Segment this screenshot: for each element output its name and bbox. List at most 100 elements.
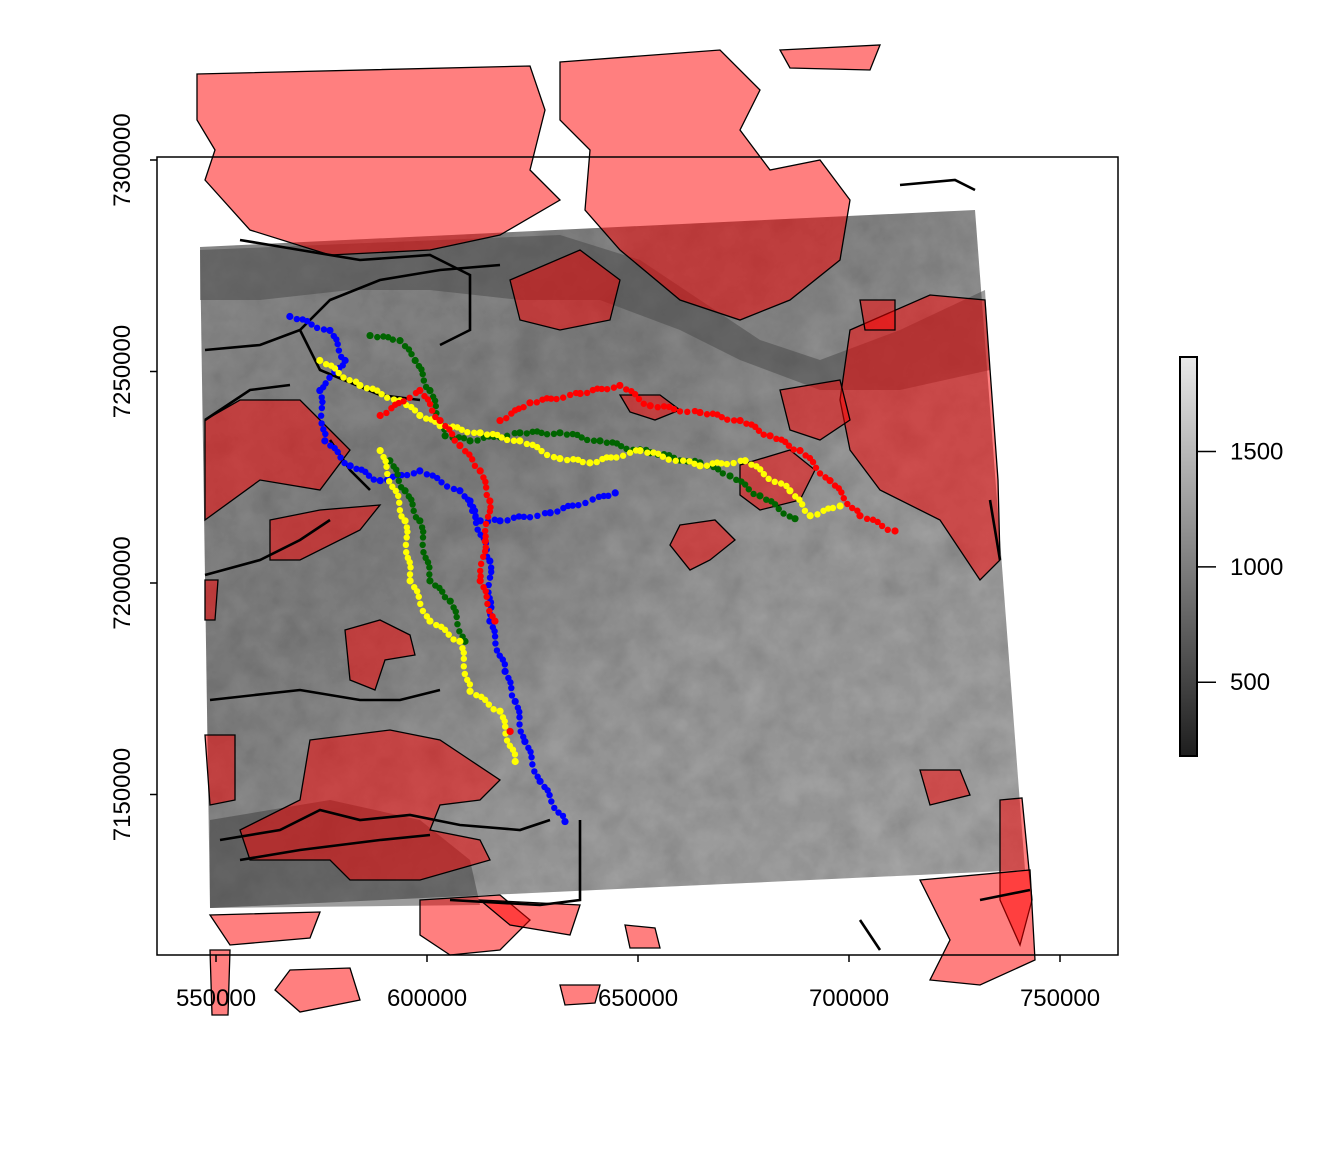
track-point [376,447,384,455]
track-point [596,437,604,445]
track-dot [589,496,596,503]
track-dot [745,486,752,493]
track-point [791,515,799,523]
track-dot [550,453,558,461]
track-dot [555,809,562,816]
track-dot [723,460,731,468]
x-axis: 550000 600000 650000 700000 750000 [176,955,1100,1012]
track-dot [446,426,453,433]
track-dot [473,691,480,699]
track-point [496,416,504,425]
tracks-layer [286,312,899,826]
track-dot [423,471,431,478]
track-dot [660,403,668,410]
track-dot [529,761,536,768]
track-dot [419,534,427,541]
track-dot [422,415,430,422]
track-dot [370,476,377,483]
track-dot [322,430,329,438]
track-dot [318,420,325,427]
track-dot [488,568,495,576]
track-dot [460,435,468,442]
track-dot [703,411,711,418]
x-tick-label: 550000 [176,985,256,1012]
track-dot [617,442,625,450]
track-point [461,637,469,645]
track-dot [334,448,341,456]
track-dot [433,621,440,629]
track-dot [460,655,468,662]
y-axis: 7150000 7200000 7250000 7300000 [109,113,157,841]
track-dot [563,456,571,464]
track-dot [724,416,731,423]
track-dot [507,679,514,686]
track-dot [610,384,618,391]
track-point [516,429,524,437]
track-dot [409,501,416,508]
track-dot [441,626,449,634]
x-tick-label: 600000 [387,985,467,1012]
track-dot [492,640,499,647]
track-point [436,416,444,425]
track-dot [419,370,426,378]
track-dot [583,389,591,397]
track-dot [340,374,347,381]
track-dot [334,340,341,348]
track-point [511,697,519,706]
track-dot [464,428,471,436]
track-dot [598,385,605,393]
track-dot [546,791,553,799]
track-dot [665,403,673,411]
track-dot [780,510,787,517]
track-dot [570,456,577,463]
track-dot [553,395,560,403]
track-dot [470,429,478,437]
track-point [401,487,409,495]
track-dot [415,593,422,600]
track-dot [508,692,516,699]
track-dot [523,440,531,448]
track-dot [319,398,326,406]
track-point [511,757,519,766]
track-dot [419,541,426,549]
track-dot [337,454,344,461]
track-dot [466,681,474,688]
track-dot [410,507,417,515]
track-dot [654,403,661,411]
track-dot [346,377,353,384]
track-dot [380,333,387,340]
track-dot [293,315,301,323]
track-point [826,477,834,485]
track-point [546,509,554,517]
track-dot [400,398,407,405]
track-dot [655,450,662,457]
track-dot [582,499,589,507]
track-point [586,459,594,467]
track-dot [566,391,574,399]
track-dot [659,453,667,460]
track-point [426,386,434,395]
track-point [636,447,644,455]
track-dot [405,346,413,353]
track-point [736,416,744,425]
track-dot [403,471,411,479]
track-dot [809,458,817,466]
track-dot [670,405,678,413]
elevation-legend: 500 1000 1500 [1179,356,1283,757]
track-dot [516,708,523,716]
track-point [786,487,794,495]
track-dot [469,456,476,463]
track-point [556,455,564,463]
track-point [556,429,564,437]
track-dot [672,457,679,464]
track-dot [363,385,371,392]
track-dot [760,470,768,478]
track-dot [426,571,433,578]
track-dot [516,721,523,728]
track-dot [483,431,491,438]
track-dot [730,459,737,467]
track-point [536,777,544,785]
track-dot [523,430,531,437]
track-dot [452,608,459,615]
track-point [501,667,509,676]
